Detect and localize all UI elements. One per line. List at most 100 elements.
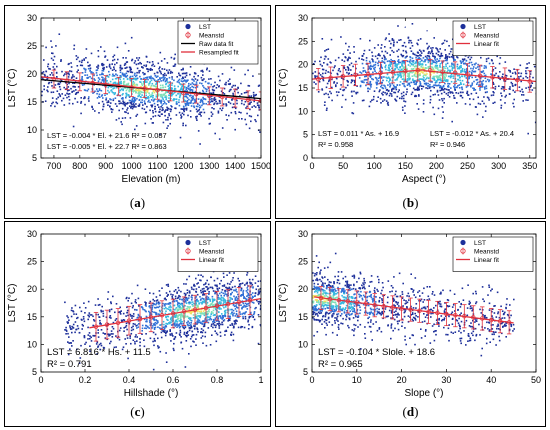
lst-point [492,68,495,71]
lst-point [430,74,432,76]
lst-point [98,316,100,318]
lst-point [439,89,441,92]
lst-point [520,72,523,75]
lst-point [342,89,344,91]
lst-point [251,314,253,317]
lst-point [392,51,395,53]
lst-point [170,117,172,120]
lst-point [384,66,387,69]
lst-point [78,362,81,364]
lst-point [161,107,164,109]
lst-point [42,71,45,73]
lst-point [168,97,170,99]
lst-point [137,105,140,107]
lst-point [144,85,147,88]
lst-point [193,105,195,107]
lst-point [509,70,511,72]
lst-point [421,71,424,74]
lst-point [75,89,77,91]
lst-point [475,62,477,65]
lst-point [169,330,171,332]
lst-point [156,71,158,74]
lst-point [223,87,226,90]
lst-point [192,340,194,343]
lst-point [177,315,180,317]
lst-point [214,308,217,310]
lst-point [188,307,191,310]
lst-point [488,80,490,83]
lst-point [444,79,446,81]
lst-point [417,39,420,41]
lst-point [163,74,165,77]
lst-point [337,56,340,59]
lst-point [143,318,146,321]
lst-point [253,313,255,316]
lst-point [102,73,104,75]
lst-point [482,70,485,72]
lst-point [411,45,414,47]
lst-point [415,59,418,62]
lst-point [182,108,185,110]
lst-point [246,282,248,285]
lst-point [183,109,185,111]
legend-swatch-points [460,23,466,30]
lst-point [74,304,77,307]
lst-point [167,85,169,87]
lst-point [259,287,261,290]
lst-point [219,282,221,285]
lst-point [149,69,152,71]
lst-point [47,63,50,65]
lst-point [202,292,205,294]
lst-point [133,77,135,80]
lst-point [337,69,340,72]
lst-point [196,309,198,311]
lst-point [185,104,187,106]
equation-annotation: R² = 0.791 [47,359,92,370]
lst-point [196,304,199,307]
lst-point [93,74,95,77]
lst-point [196,312,199,315]
lst-point [390,58,392,61]
lst-point [110,317,112,319]
lst-point [129,99,132,102]
lst-point [401,45,404,47]
lst-point [466,64,468,66]
lst-point [99,96,101,98]
lst-point [120,82,123,85]
lst-point [355,60,357,63]
lst-point [221,127,224,129]
y-tick-label: 10 [298,106,308,116]
lst-point [181,298,183,301]
lst-point [140,62,142,65]
lst-point [242,293,244,295]
lst-point [151,61,154,63]
lst-point [203,111,206,114]
lst-point [197,331,199,333]
lst-point [396,41,398,44]
lst-point [151,310,153,313]
lst-point [124,87,127,89]
lst-point [164,80,167,83]
lst-point [102,315,105,317]
lst-point [141,307,144,309]
lst-point [436,58,438,60]
lst-point [257,301,260,303]
lst-point [389,61,391,63]
lst-point [223,315,226,317]
lst-point [49,68,51,70]
lst-point [443,78,446,81]
lst-point [187,320,189,323]
lst-point [176,326,178,328]
lst-point [98,88,101,90]
panel-d-cell: 0 10 20 30 40 50 5 10 15 20 25 30 Slope (°) LST (°C) L… [275,221,546,427]
lst-point [176,310,178,312]
lst-point [61,93,63,95]
legend-label: Raw data fit [199,41,234,48]
lst-point [116,74,119,77]
lst-point [198,104,201,107]
lst-point [194,322,197,324]
lst-point [84,97,86,99]
lst-point [170,93,172,96]
lst-point [189,327,191,329]
lst-point [98,102,100,104]
